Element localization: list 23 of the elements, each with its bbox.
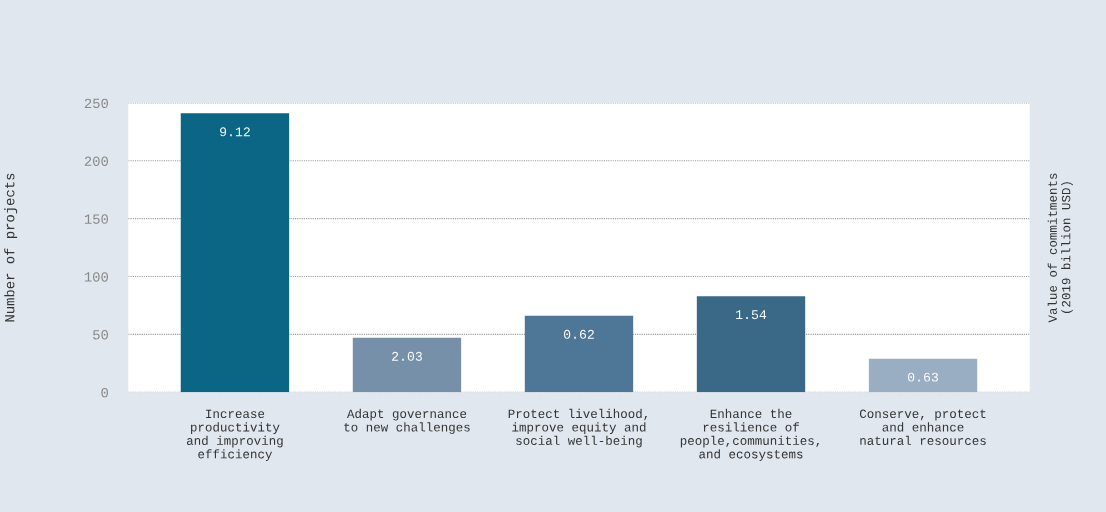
y-tick-label: 100 [84, 272, 108, 282]
annotation: 2.03 [392, 351, 422, 361]
bar [524, 315, 634, 393]
y-axis-title: Number of projects [4, 173, 18, 322]
x-tick-label: Protect livelihood, improve equity and social well-being [508, 408, 647, 448]
y-tick-label: 200 [84, 156, 108, 166]
bar [868, 358, 978, 393]
x-tick-label: Enhance the resilience of people,communities, and ecosystems [680, 408, 819, 461]
y-tick-label: 150 [84, 214, 108, 224]
bar [352, 337, 462, 393]
y-tick-label: 0 [101, 387, 108, 398]
bar [180, 113, 290, 393]
x-tick-label: Conserve, protect and enhance natural resources [859, 409, 986, 445]
y2-axis-title: Value of commitments (2019 billion USD) [1047, 173, 1073, 323]
annotation: 0.62 [563, 329, 594, 339]
annotation: 0.63 [908, 372, 939, 382]
x-tick-label: Increase productivity and improving efficiency [186, 409, 283, 461]
annotation: 1.54 [736, 310, 767, 320]
annotation: 9.12 [220, 127, 250, 137]
y-tick-label: 250 [84, 98, 108, 109]
bar [696, 296, 806, 393]
x-tick-label: Adapt governance to new challenges [344, 408, 470, 434]
y-tick-label: 50 [93, 330, 108, 340]
